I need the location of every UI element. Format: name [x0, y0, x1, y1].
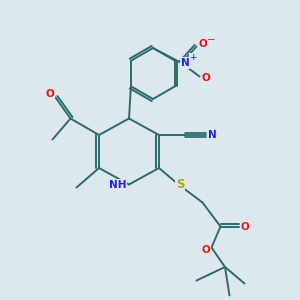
- Text: O: O: [46, 89, 55, 99]
- Text: NH: NH: [109, 179, 126, 190]
- Text: +: +: [189, 53, 197, 62]
- Text: O: O: [241, 221, 250, 232]
- Text: N: N: [181, 58, 190, 68]
- Text: −: −: [207, 35, 216, 45]
- Text: O: O: [199, 39, 208, 49]
- Text: O: O: [202, 245, 211, 255]
- Text: O: O: [202, 73, 211, 83]
- Text: S: S: [176, 178, 184, 191]
- Text: N: N: [208, 130, 217, 140]
